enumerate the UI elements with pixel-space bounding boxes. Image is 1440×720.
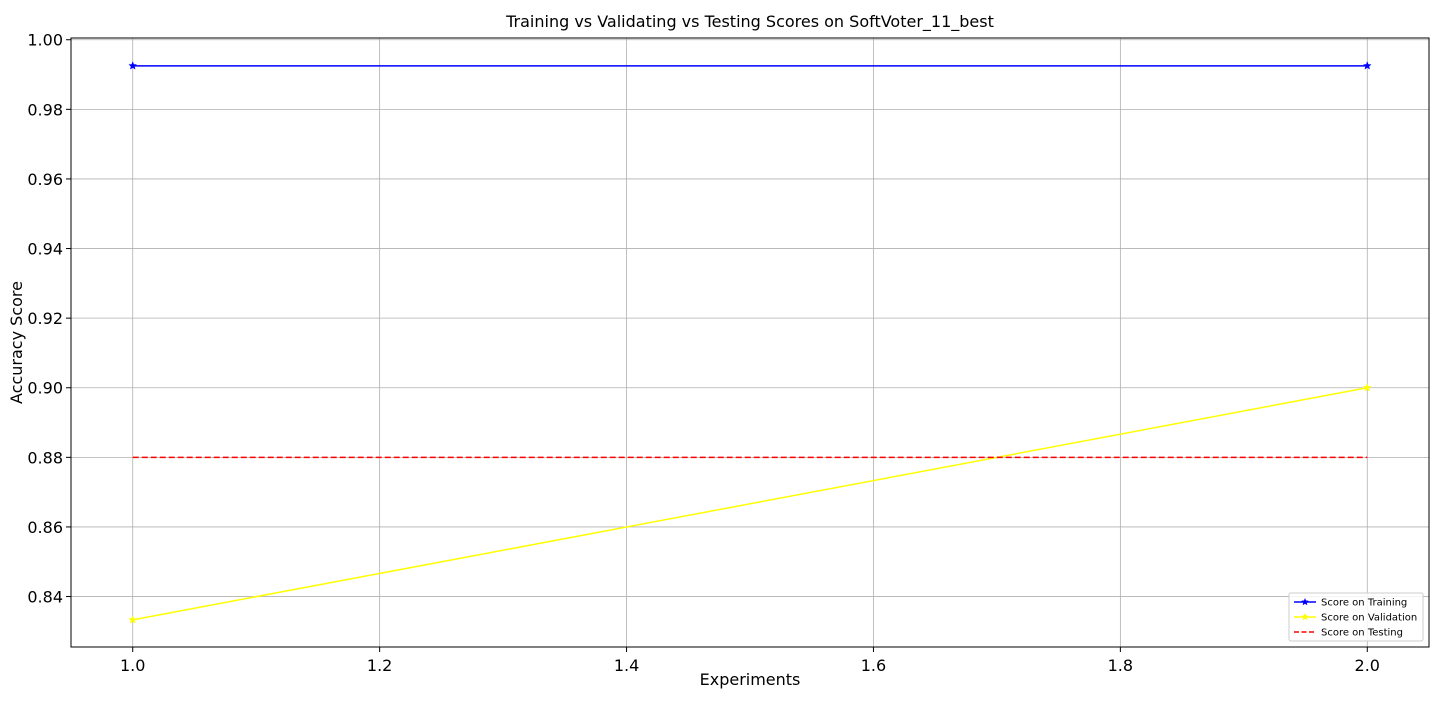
chart-title: Training vs Validating vs Testing Scores…	[505, 12, 994, 32]
y-axis-title: Accuracy Score	[7, 281, 26, 404]
y-tick-label: 0.94	[27, 240, 63, 259]
x-axis: 1.0 1.2 1.4 1.6 1.8 2.0	[120, 647, 1380, 675]
y-tick-label: 1.00	[27, 31, 63, 50]
legend-box	[1288, 592, 1424, 642]
x-tick-label: 1.6	[861, 656, 886, 675]
series-line-score-on-validation	[132, 387, 1368, 621]
plot-area-frame	[70, 37, 1430, 648]
grid	[71, 38, 1429, 647]
y-tick-label: 0.88	[27, 448, 63, 467]
y-tick-label: 0.90	[27, 379, 63, 398]
legend: Score on Training Score on Validation Scor…	[1288, 592, 1424, 642]
legend-item-score-on-training: Score on Training	[1294, 598, 1407, 609]
y-tick-label: 0.86	[27, 518, 63, 537]
x-tick-label: 1.0	[120, 656, 145, 675]
data-point-score-on-training	[1362, 61, 1372, 70]
legend-label: Score on Testing	[1321, 628, 1403, 639]
x-tick-label: 1.8	[1108, 656, 1133, 675]
legend-item-score-on-testing: Score on Testing	[1294, 628, 1403, 639]
series-layer	[128, 61, 1372, 624]
x-axis-title: Experiments	[700, 670, 801, 689]
legend-label: Score on Validation	[1321, 613, 1417, 624]
legend-item-score-on-validation: Score on Validation	[1294, 613, 1417, 624]
y-tick-label: 0.92	[27, 309, 63, 328]
y-tick-label: 0.84	[27, 588, 63, 607]
y-tick-label: 0.96	[27, 170, 63, 189]
data-point-score-on-training	[128, 61, 138, 70]
data-point-score-on-validation	[128, 615, 138, 624]
series-score-on-training	[128, 61, 1372, 70]
y-tick-label: 0.98	[27, 100, 63, 119]
series-score-on-validation	[128, 383, 1372, 624]
legend-marker	[1301, 597, 1309, 606]
y-axis: 0.84 0.86 0.88 0.90 0.92 0.94 0.96 0.98 1.00	[27, 31, 71, 607]
x-tick-label: 2.0	[1355, 656, 1380, 675]
legend-label: Score on Training	[1321, 598, 1407, 609]
x-tick-label: 1.4	[614, 656, 639, 675]
data-point-score-on-validation	[1362, 383, 1372, 392]
x-tick-label: 1.2	[367, 656, 392, 675]
legend-marker	[1301, 612, 1309, 621]
